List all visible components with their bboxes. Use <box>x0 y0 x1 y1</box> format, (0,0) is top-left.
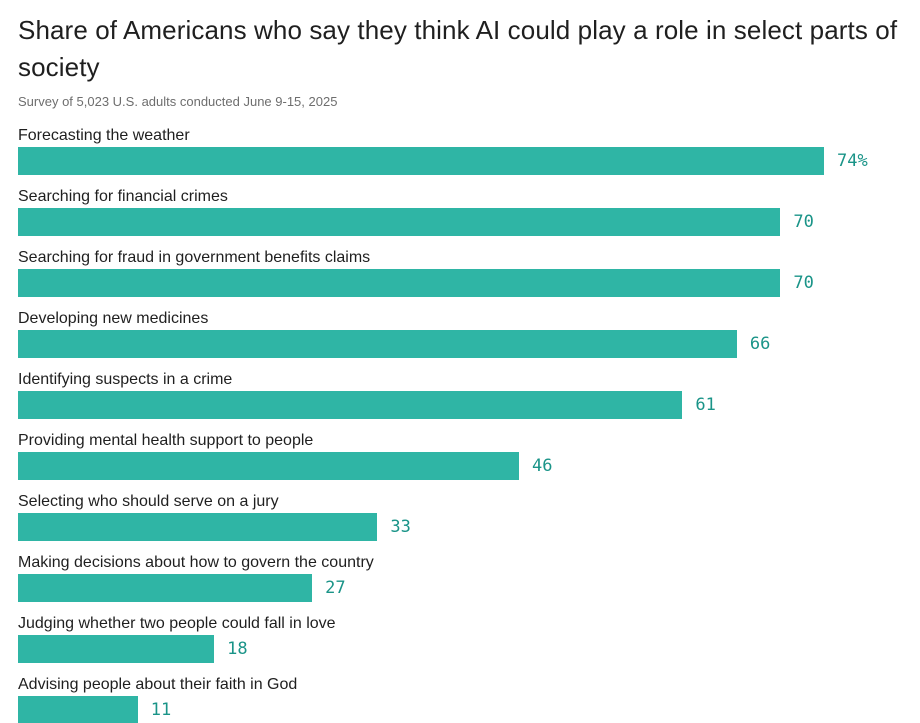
bar-group: Judging whether two people could fall in… <box>18 614 902 663</box>
bar-line: 66 <box>18 330 902 358</box>
bar-line: 70 <box>18 269 902 297</box>
bar <box>18 452 519 480</box>
value-label: 11 <box>150 700 172 720</box>
value-label: 66 <box>749 334 771 354</box>
category-label: Providing mental health support to peopl… <box>18 432 314 449</box>
bar-line: 18 <box>18 635 902 663</box>
bar-line: 33 <box>18 513 902 541</box>
chart-subtitle: Survey of 5,023 U.S. adults conducted Ju… <box>18 94 338 109</box>
bar-chart: Forecasting the weather 74% Searching for … <box>0 126 920 723</box>
chart-header: Share of Americans who say they think AI… <box>0 0 920 110</box>
category-label: Searching for fraud in government benefi… <box>18 249 371 266</box>
value-label: 70 <box>793 273 814 293</box>
bar-line: 46 <box>18 452 902 480</box>
bar-line: 61 <box>18 391 902 419</box>
category-label: Forecasting the weather <box>18 127 190 144</box>
category-label: Advising people about their faith in God <box>18 676 298 693</box>
bar <box>18 208 781 236</box>
bar-group: Searching for financial crimes 70 <box>18 187 902 236</box>
category-label: Identifying suspects in a crime <box>18 371 233 388</box>
value-label: 70 <box>793 212 814 232</box>
category-label: Searching for financial crimes <box>18 188 228 205</box>
bar <box>18 574 313 602</box>
bar <box>18 513 378 541</box>
bar-line: 11 <box>18 696 902 723</box>
bar <box>18 696 138 723</box>
bar-group: Developing new medicines 66 <box>18 309 902 358</box>
bar-group: Searching for fraud in government benefi… <box>18 248 902 297</box>
category-label: Selecting who should serve on a jury <box>18 493 279 510</box>
category-label: Judging whether two people could fall in… <box>18 615 336 632</box>
bar-group: Selecting who should serve on a jury 33 <box>18 492 902 541</box>
bar-group: Identifying suspects in a crime 61 <box>18 370 902 419</box>
value-label: 46 <box>532 456 553 476</box>
category-label: Developing new medicines <box>18 310 209 327</box>
bar-group: Forecasting the weather 74% <box>18 126 902 175</box>
bar-line: 27 <box>18 574 902 602</box>
bar <box>18 391 683 419</box>
bar-group: Providing mental health support to peopl… <box>18 431 902 480</box>
bar <box>18 635 215 663</box>
bar-group: Advising people about their faith in God… <box>18 675 902 723</box>
chart-title: Share of Americans who say they think AI… <box>18 15 898 82</box>
bar-line: 74% <box>18 147 902 175</box>
category-label: Making decisions about how to govern the… <box>18 554 374 571</box>
value-label: 27 <box>325 578 346 598</box>
value-label: 18 <box>227 639 248 659</box>
bar-line: 70 <box>18 208 902 236</box>
bar <box>18 147 824 175</box>
bar-group: Making decisions about how to govern the… <box>18 553 902 602</box>
bar <box>18 330 737 358</box>
value-label: 61 <box>695 395 716 415</box>
value-label: 74% <box>837 151 868 171</box>
bar <box>18 269 781 297</box>
value-label: 33 <box>390 517 411 537</box>
